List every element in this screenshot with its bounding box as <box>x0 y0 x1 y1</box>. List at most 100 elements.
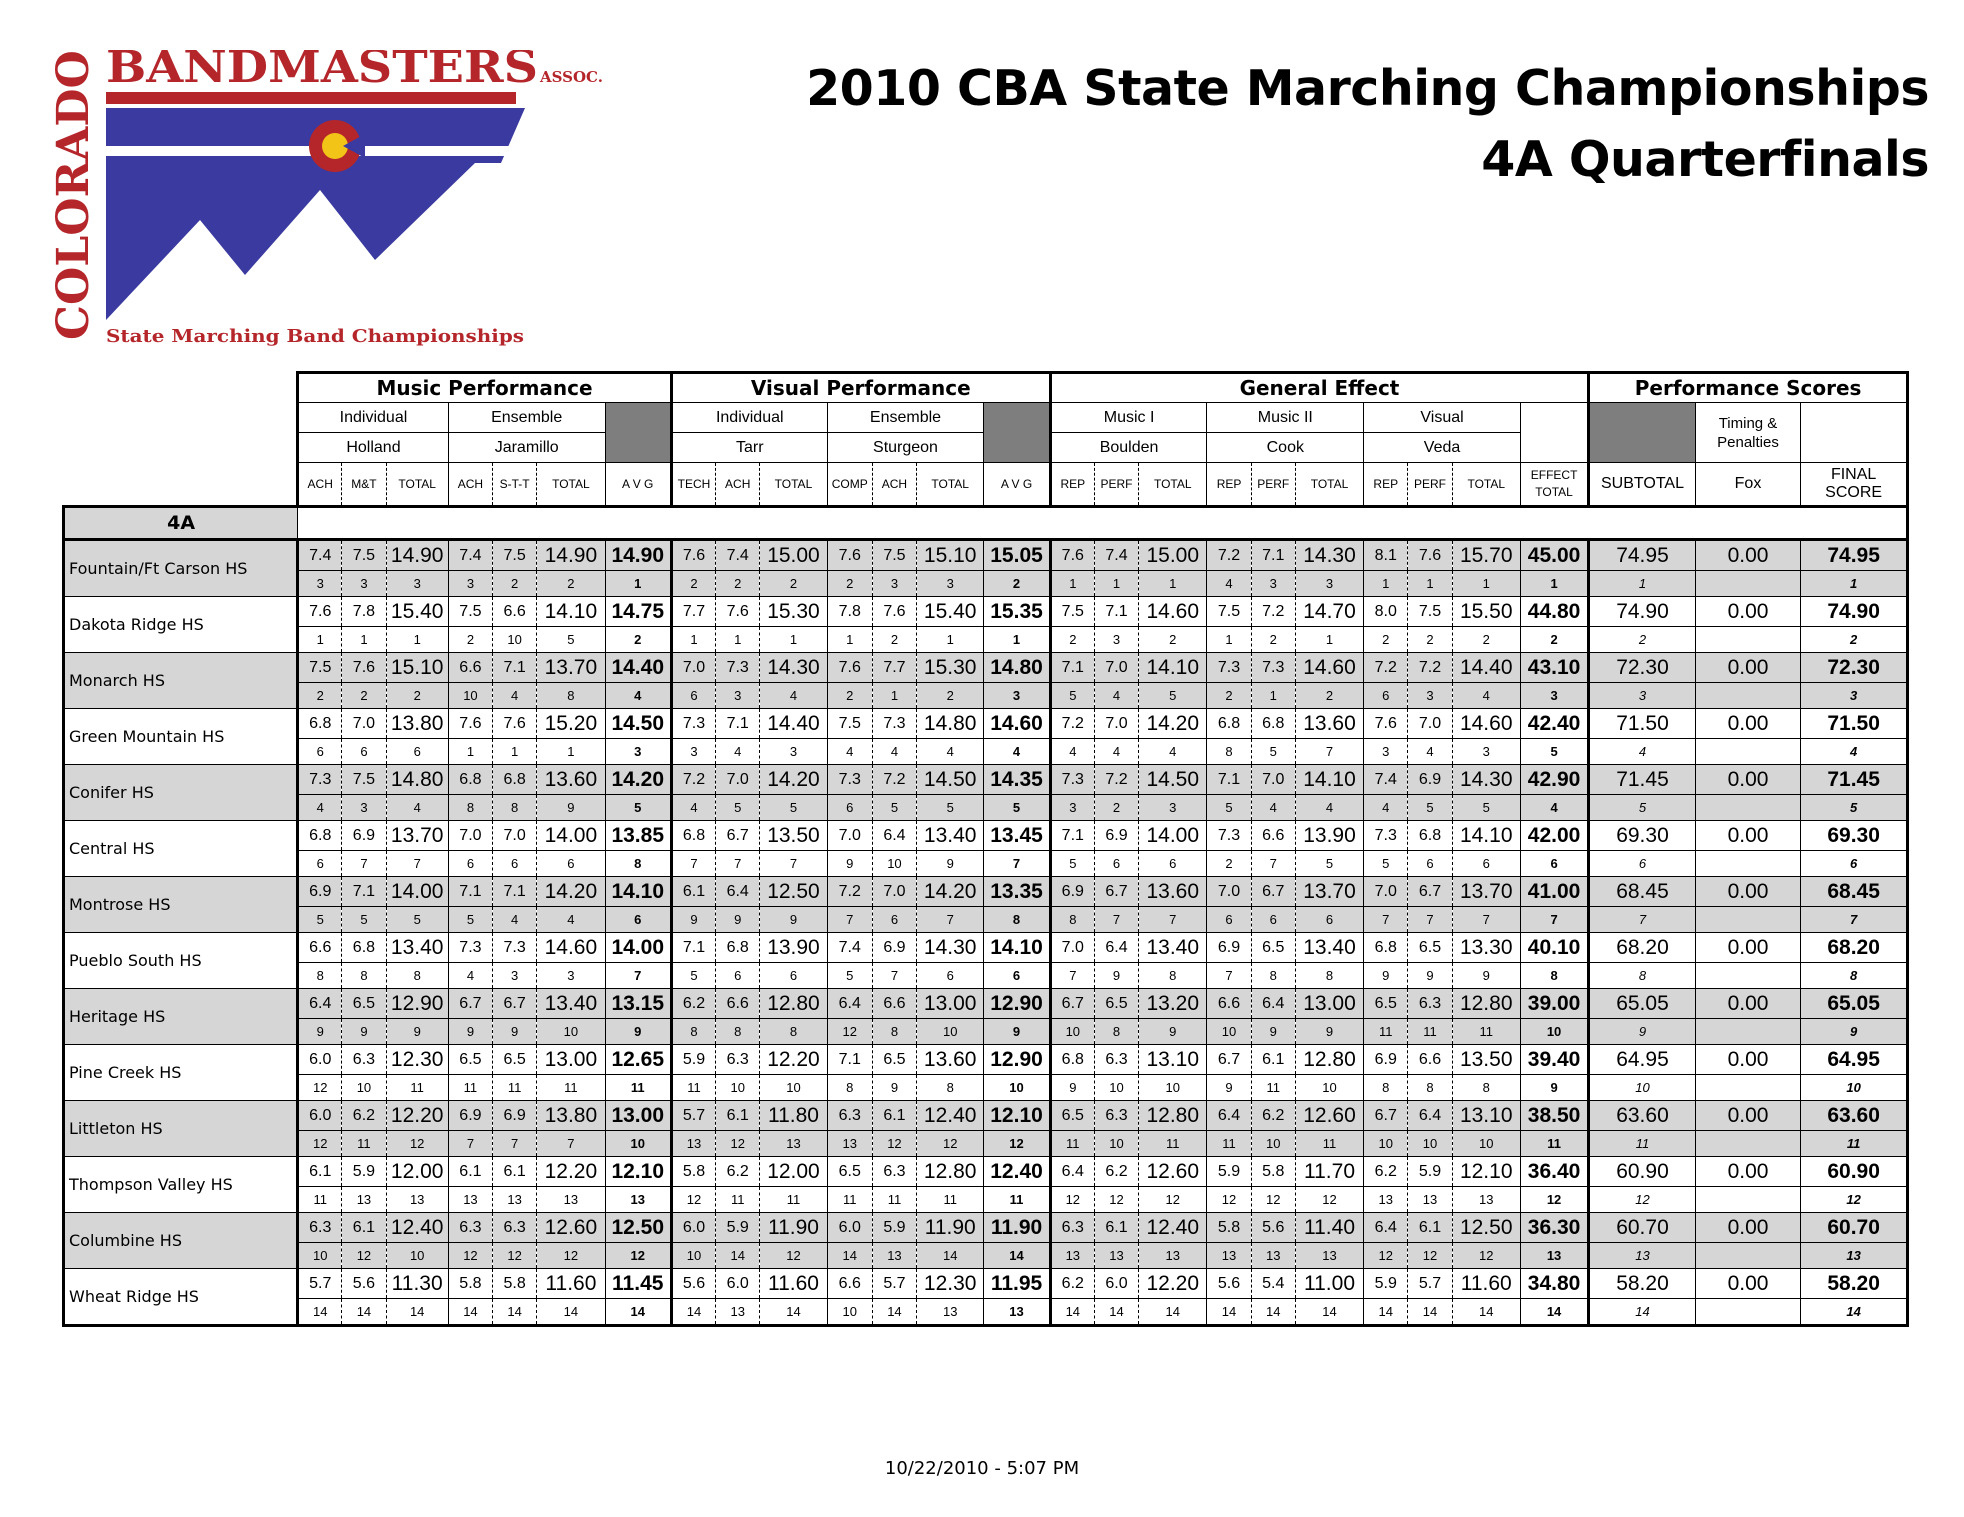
score-cell: 7.7 <box>871 652 917 683</box>
score-cell: 7.1 <box>1048 652 1095 683</box>
school-name: Pueblo South HS <box>61 932 299 989</box>
score-cell: 6.1 <box>871 1100 917 1131</box>
score-cell: 6.2 <box>1093 1156 1139 1187</box>
score-cell: 5.9 <box>871 1212 917 1243</box>
rank-cell: 7 <box>1250 850 1296 877</box>
score-cell: 6.8 <box>1407 820 1453 851</box>
score-cell: 34.80 <box>1519 1268 1589 1299</box>
score-cell: 7.1 <box>1206 764 1252 795</box>
school-name: Fountain/Ft Carson HS <box>61 539 299 597</box>
rank-cell: 10 <box>1093 1130 1139 1157</box>
score-cell: 6.4 <box>871 820 917 851</box>
cba-logo: COLORADO BANDMASTERS ASSOC. State Marchi… <box>48 50 603 347</box>
score-cell: 13.60 <box>916 1044 984 1075</box>
footer-timestamp: 10/22/2010 - 5:07 PM <box>884 1458 1080 1479</box>
rank-cell: 6 <box>447 850 493 877</box>
score-cell: 7.0 <box>871 876 917 907</box>
score-cell: 7.1 <box>1250 539 1296 571</box>
school-name: Conifer HS <box>61 764 299 821</box>
column-header: PERF <box>1407 462 1453 507</box>
subgroup-type: Ensemble <box>826 402 984 433</box>
score-cell: 7.6 <box>715 596 760 627</box>
score-cell: 7.7 <box>669 596 716 627</box>
score-cell: 6.1 <box>1093 1212 1139 1243</box>
table-row: Columbine HS 6.3 6.1 12.40 6.3 6.3 12.60 12.50 6… <box>61 1212 1909 1269</box>
score-cell: 12.10 <box>1451 1156 1521 1187</box>
column-header: TOTAL <box>1294 462 1364 507</box>
rank-cell: 7 <box>1800 906 1909 933</box>
column-header: REP <box>1363 462 1408 507</box>
rank-cell: 2 <box>916 682 984 709</box>
rank-cell: 13 <box>1048 1242 1095 1269</box>
rank-cell: 11 <box>1407 1018 1453 1045</box>
subgroup-type: Music II <box>1206 402 1364 433</box>
table-row: Pueblo South HS 6.6 6.8 13.40 7.3 7.3 14.60 14.… <box>61 932 1909 989</box>
score-cell: 14.50 <box>916 764 984 795</box>
score-cell: 6.3 <box>341 1044 387 1075</box>
score-cell: 11.45 <box>604 1268 672 1299</box>
score-cell: 7.0 <box>1093 652 1139 683</box>
subgroup-type: Individual <box>296 402 449 433</box>
score-cell: 63.60 <box>1587 1100 1696 1131</box>
rank-cell: 13 <box>1587 1242 1696 1269</box>
score-cell: 7.2 <box>1206 539 1252 571</box>
score-cell: 15.10 <box>916 539 984 571</box>
table-row: Thompson Valley HS 6.1 5.9 12.00 6.1 6.1 12.20… <box>61 1156 1909 1213</box>
score-cell: 6.1 <box>447 1156 493 1187</box>
rank-cell: 2 <box>826 570 873 597</box>
score-cell: 12.40 <box>983 1156 1051 1187</box>
rank-cell <box>1694 1298 1801 1327</box>
score-cell: 6.7 <box>1250 876 1296 907</box>
score-cell: 6.0 <box>296 1100 342 1131</box>
rank-cell: 1 <box>341 626 387 653</box>
rank-cell: 7 <box>492 1130 537 1157</box>
score-cell: 7.3 <box>1206 652 1252 683</box>
rank-cell: 2 <box>669 570 716 597</box>
rank-cell: 14 <box>1206 1298 1252 1327</box>
score-cell: 13.40 <box>916 820 984 851</box>
column-header: EFFECT TOTAL <box>1519 462 1589 507</box>
score-cell: 6.3 <box>492 1212 537 1243</box>
column-header-row: ACH M&T TOTAL ACH S-T-T TOTAL A V G TECH ACH TOTA… <box>64 462 1909 507</box>
rank-cell: 4 <box>1138 738 1207 765</box>
rank-cell: 5 <box>1048 682 1095 709</box>
rank-cell: 8 <box>1519 962 1589 989</box>
score-cell: 15.40 <box>916 596 984 627</box>
rank-cell: 11 <box>385 1074 449 1101</box>
score-cell: 0.00 <box>1694 932 1801 963</box>
rank-cell: 10 <box>1250 1130 1296 1157</box>
rank-cell: 6 <box>669 682 716 709</box>
score-cell: 14.80 <box>385 764 449 795</box>
rank-cell: 1 <box>759 626 828 653</box>
score-cell: 5.9 <box>715 1212 760 1243</box>
score-cell: 7.2 <box>1407 652 1453 683</box>
rank-cell: 11 <box>826 1186 873 1213</box>
score-cell: 7.4 <box>1363 764 1408 795</box>
rank-cell: 2 <box>871 626 917 653</box>
rank-cell: 1 <box>916 626 984 653</box>
rank-cell: 14 <box>669 1298 716 1327</box>
score-cell: 13.70 <box>536 652 606 683</box>
rank-cell: 14 <box>1093 1298 1139 1327</box>
rank-cell: 6 <box>826 794 873 821</box>
score-cell: 6.2 <box>715 1156 760 1187</box>
score-cell: 6.1 <box>1407 1212 1453 1243</box>
score-cell: 7.5 <box>826 708 873 739</box>
score-cell: 6.7 <box>447 988 493 1019</box>
rank-cell: 3 <box>1800 682 1909 709</box>
score-cell: 7.0 <box>1363 876 1408 907</box>
column-header: ACH <box>871 462 917 507</box>
rank-cell: 8 <box>1206 738 1252 765</box>
rank-cell: 2 <box>1451 626 1521 653</box>
logo-blue-field <box>106 108 525 320</box>
score-cell: 14.20 <box>1138 708 1207 739</box>
score-cell: 7.6 <box>492 708 537 739</box>
score-cell: 71.50 <box>1800 708 1909 739</box>
rank-cell: 10 <box>296 1242 342 1269</box>
score-cell: 5.7 <box>296 1268 342 1299</box>
score-cell: 13.90 <box>1294 820 1364 851</box>
rank-cell: 4 <box>1093 682 1139 709</box>
score-cell: 12.20 <box>385 1100 449 1131</box>
logo-org-text: BANDMASTERS <box>106 50 538 93</box>
rank-cell: 7 <box>1206 962 1252 989</box>
